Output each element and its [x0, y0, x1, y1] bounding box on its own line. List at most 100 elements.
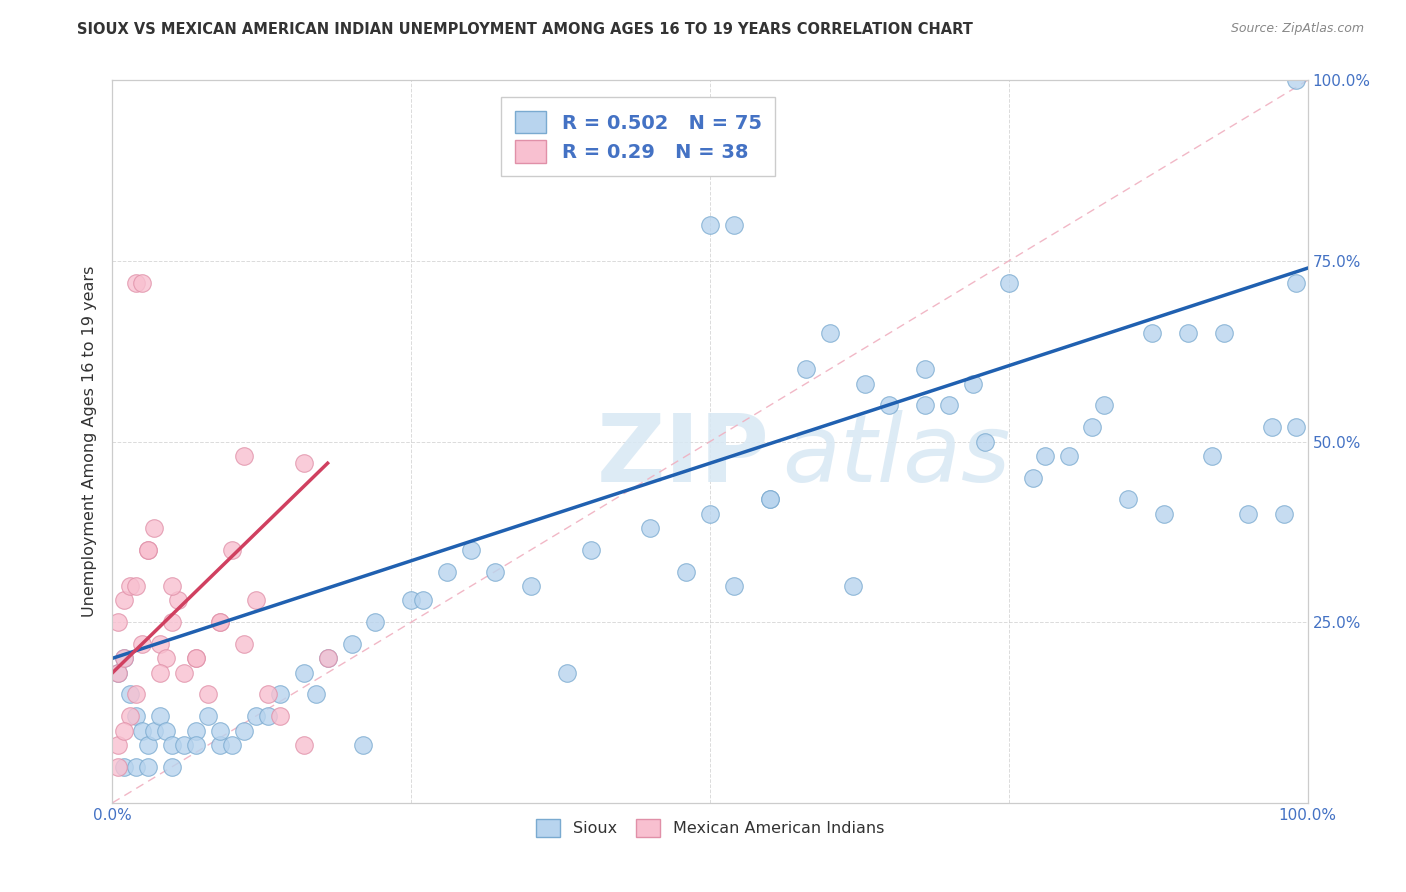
Point	[107, 760, 129, 774]
Point	[143, 723, 166, 738]
Point	[1285, 73, 1308, 87]
Point	[120, 579, 142, 593]
Point	[162, 738, 183, 752]
Point	[131, 723, 153, 738]
Point	[107, 738, 129, 752]
Point	[1285, 276, 1308, 290]
Point	[173, 738, 195, 752]
Point	[149, 637, 172, 651]
Point	[149, 665, 172, 680]
Point	[120, 709, 142, 723]
Point	[842, 579, 865, 593]
Point	[998, 276, 1021, 290]
Point	[125, 760, 148, 774]
Point	[316, 651, 339, 665]
Point	[245, 593, 267, 607]
Point	[292, 665, 315, 680]
Point	[138, 738, 160, 752]
Point	[138, 542, 160, 557]
Point	[162, 760, 183, 774]
Point	[257, 687, 280, 701]
Point	[401, 593, 423, 607]
Point	[794, 362, 817, 376]
Point	[173, 665, 195, 680]
Point	[197, 687, 219, 701]
Point	[245, 709, 267, 723]
Point	[114, 651, 135, 665]
Point	[125, 579, 148, 593]
Point	[974, 434, 997, 449]
Point	[120, 687, 142, 701]
Point	[269, 709, 291, 723]
Point	[186, 738, 208, 752]
Point	[233, 723, 256, 738]
Point	[723, 218, 745, 232]
Point	[1213, 326, 1236, 340]
Point	[1201, 449, 1223, 463]
Point	[1118, 492, 1140, 507]
Point	[155, 651, 177, 665]
Point	[1261, 420, 1284, 434]
Point	[340, 637, 363, 651]
Point	[436, 565, 458, 579]
Point	[233, 449, 256, 463]
Point	[1022, 470, 1045, 484]
Point	[555, 665, 578, 680]
Point	[759, 492, 782, 507]
Point	[364, 615, 387, 630]
Point	[162, 615, 183, 630]
Point	[197, 709, 219, 723]
Point	[640, 521, 662, 535]
Text: Source: ZipAtlas.com: Source: ZipAtlas.com	[1230, 22, 1364, 36]
Point	[855, 376, 877, 391]
Point	[269, 687, 291, 701]
Point	[114, 593, 135, 607]
Point	[167, 593, 190, 607]
Point	[125, 687, 148, 701]
Point	[699, 507, 721, 521]
Point	[1081, 420, 1104, 434]
Point	[114, 651, 135, 665]
Point	[1237, 507, 1260, 521]
Point	[484, 565, 506, 579]
Point	[209, 738, 232, 752]
Point	[114, 723, 135, 738]
Point	[114, 760, 135, 774]
Point	[143, 521, 166, 535]
Point	[138, 542, 160, 557]
Point	[914, 398, 936, 412]
Y-axis label: Unemployment Among Ages 16 to 19 years: Unemployment Among Ages 16 to 19 years	[82, 266, 97, 617]
Point	[1272, 507, 1295, 521]
Point	[1142, 326, 1164, 340]
Point	[699, 218, 721, 232]
Point	[305, 687, 328, 701]
Point	[209, 615, 232, 630]
Point	[107, 665, 129, 680]
Point	[131, 637, 153, 651]
Point	[292, 456, 315, 470]
Text: ZIP: ZIP	[598, 410, 770, 502]
Point	[460, 542, 482, 557]
Point	[209, 723, 232, 738]
Point	[914, 362, 936, 376]
Point	[149, 709, 172, 723]
Point	[579, 542, 602, 557]
Point	[352, 738, 374, 752]
Point	[1033, 449, 1056, 463]
Point	[1153, 507, 1175, 521]
Point	[292, 738, 315, 752]
Point	[723, 579, 745, 593]
Point	[186, 723, 208, 738]
Point	[879, 398, 901, 412]
Point	[155, 723, 177, 738]
Point	[233, 637, 256, 651]
Text: atlas: atlas	[782, 410, 1010, 501]
Point	[520, 579, 543, 593]
Point	[257, 709, 280, 723]
Point	[125, 709, 148, 723]
Point	[221, 738, 243, 752]
Point	[316, 651, 339, 665]
Point	[962, 376, 984, 391]
Point	[1177, 326, 1199, 340]
Point	[1285, 420, 1308, 434]
